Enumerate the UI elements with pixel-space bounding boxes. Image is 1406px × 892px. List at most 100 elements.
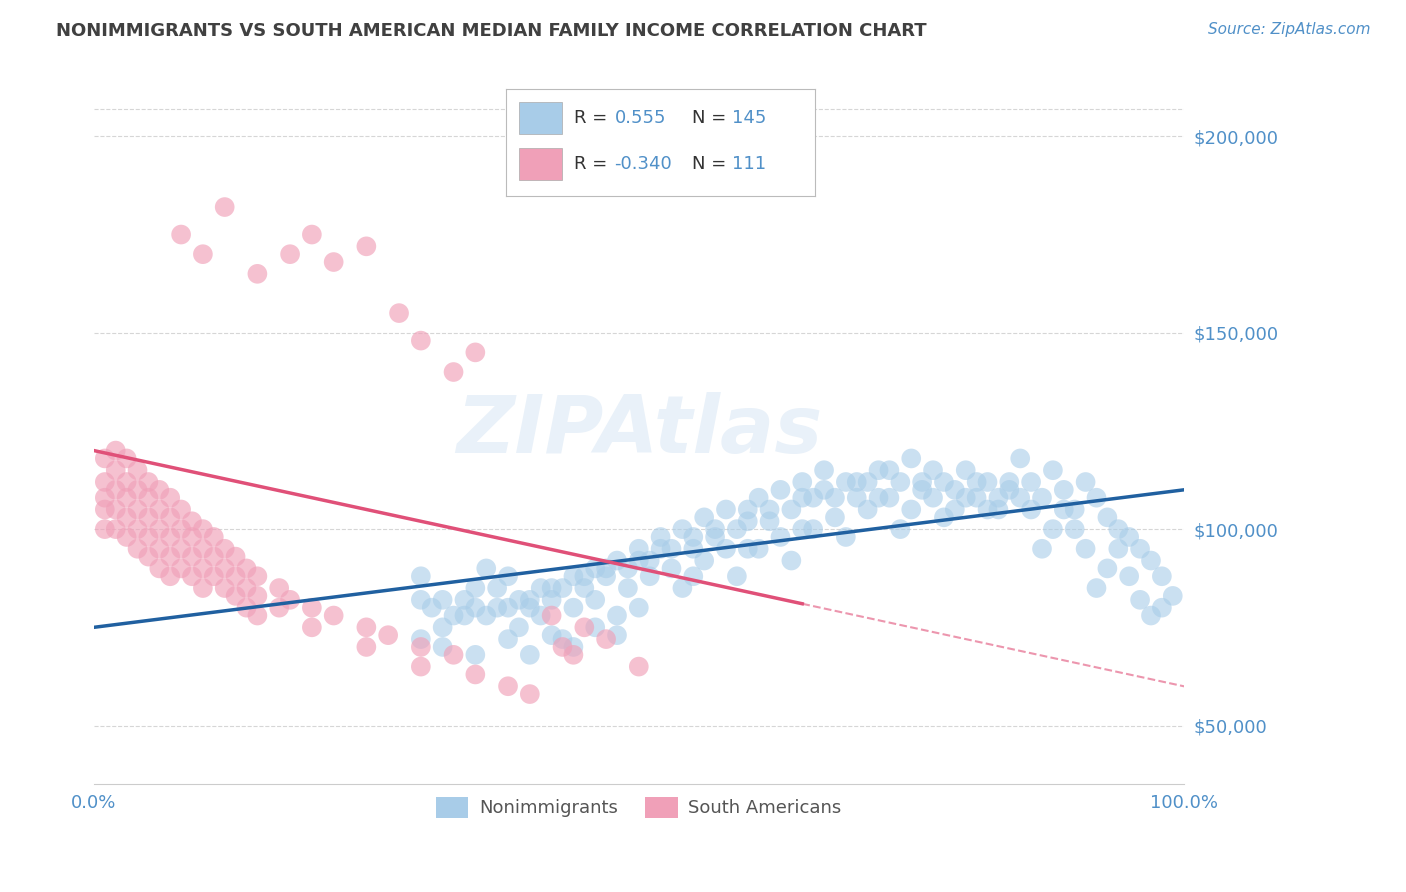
Text: N =: N =: [692, 109, 725, 127]
Point: [758, 502, 780, 516]
Point: [574, 581, 596, 595]
Point: [879, 491, 901, 505]
Point: [181, 530, 204, 544]
Point: [792, 475, 814, 489]
Point: [94, 451, 117, 466]
Point: [1010, 451, 1032, 466]
Point: [519, 600, 541, 615]
Point: [214, 200, 236, 214]
Point: [1140, 553, 1163, 567]
Point: [202, 549, 225, 564]
Point: [617, 561, 640, 575]
Point: [246, 569, 269, 583]
Point: [1150, 600, 1173, 615]
Point: [769, 483, 792, 497]
Point: [801, 522, 824, 536]
Point: [671, 581, 693, 595]
Point: [530, 608, 553, 623]
Point: [496, 679, 519, 693]
Point: [1019, 475, 1042, 489]
Point: [1063, 522, 1085, 536]
Point: [138, 475, 160, 489]
Point: [148, 561, 170, 575]
Point: [932, 510, 955, 524]
Point: [627, 659, 650, 673]
Point: [1129, 541, 1152, 556]
Point: [725, 522, 748, 536]
Point: [671, 522, 693, 536]
Point: [606, 628, 628, 642]
Point: [606, 553, 628, 567]
Point: [225, 549, 247, 564]
Point: [443, 608, 465, 623]
Point: [922, 491, 945, 505]
Point: [1063, 502, 1085, 516]
Point: [148, 522, 170, 536]
Point: [987, 502, 1010, 516]
Point: [551, 640, 574, 654]
Point: [432, 620, 454, 634]
Point: [464, 345, 486, 359]
Point: [813, 463, 835, 477]
Point: [540, 628, 562, 642]
Point: [246, 608, 269, 623]
Point: [127, 502, 149, 516]
Point: [409, 569, 432, 583]
Point: [127, 522, 149, 536]
Point: [824, 510, 846, 524]
Point: [617, 581, 640, 595]
Point: [824, 491, 846, 505]
Point: [562, 648, 585, 662]
Point: [409, 592, 432, 607]
Point: [704, 530, 727, 544]
Point: [115, 510, 138, 524]
Point: [269, 581, 291, 595]
Point: [845, 475, 868, 489]
Point: [574, 569, 596, 583]
Point: [714, 502, 737, 516]
Point: [115, 530, 138, 544]
Point: [191, 581, 214, 595]
Point: [377, 628, 399, 642]
Point: [301, 620, 323, 634]
Point: [191, 522, 214, 536]
Point: [202, 569, 225, 583]
Point: [856, 502, 879, 516]
Point: [170, 502, 193, 516]
Text: R =: R =: [574, 109, 607, 127]
Point: [748, 491, 770, 505]
Point: [496, 632, 519, 646]
Point: [595, 632, 617, 646]
Point: [1010, 491, 1032, 505]
Point: [650, 541, 672, 556]
Point: [769, 530, 792, 544]
Point: [409, 632, 432, 646]
Point: [1085, 581, 1108, 595]
Point: [714, 541, 737, 556]
Point: [115, 451, 138, 466]
Point: [301, 227, 323, 242]
Point: [889, 522, 911, 536]
Point: [322, 608, 344, 623]
Point: [191, 541, 214, 556]
Point: [159, 491, 181, 505]
Point: [813, 483, 835, 497]
Point: [443, 648, 465, 662]
Point: [1129, 592, 1152, 607]
Point: [595, 561, 617, 575]
Point: [595, 569, 617, 583]
Point: [976, 475, 998, 489]
Point: [170, 541, 193, 556]
Point: [409, 659, 432, 673]
Point: [835, 530, 858, 544]
Point: [138, 530, 160, 544]
Point: [148, 502, 170, 516]
Point: [551, 581, 574, 595]
Point: [170, 561, 193, 575]
Point: [432, 640, 454, 654]
Point: [976, 502, 998, 516]
Point: [966, 491, 988, 505]
Point: [758, 514, 780, 528]
Point: [1053, 483, 1076, 497]
Point: [409, 640, 432, 654]
